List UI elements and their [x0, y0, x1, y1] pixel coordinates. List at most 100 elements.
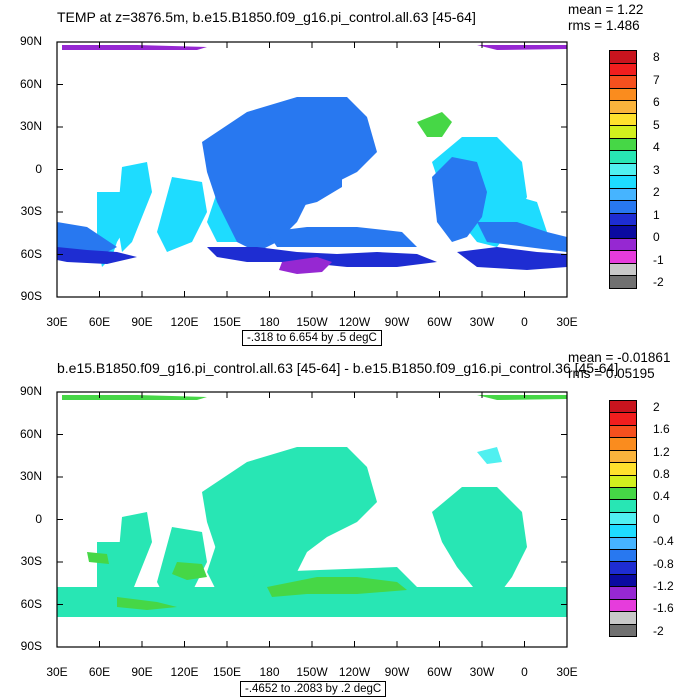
map-panel-temperature: TEMP at z=3876.5m, b.e15.B1850.f09_g16.p…: [19, 2, 664, 346]
field-region: [172, 562, 207, 580]
colorbar-tick-label: 1.2: [653, 444, 670, 459]
latitude-tick-label: 30S: [20, 204, 42, 218]
longitude-tick-label: 60E: [88, 315, 111, 329]
longitude-tick-label: 180: [259, 315, 280, 329]
colorbar-tick-label: 3: [653, 162, 660, 177]
latitude-tick-label: 0: [35, 161, 42, 176]
latitude-tick-label: 60S: [20, 596, 42, 611]
longitude-tick-label: 120W: [338, 315, 371, 329]
colorbar-tick-label: 0.8: [653, 467, 670, 482]
field-region: [432, 157, 487, 242]
longitude-tick-label: 90W: [384, 315, 410, 329]
longitude-tick-label: 30W: [469, 665, 495, 679]
field-region: [477, 447, 502, 464]
colorbar-tick-label: 6: [653, 95, 660, 110]
stats-block: mean = -0.01861 rms = 0.05195: [568, 350, 670, 382]
longitude-tick-label: 60W: [427, 665, 452, 679]
longitude-tick-label: 90E: [131, 665, 153, 679]
field-region: [279, 257, 332, 274]
field-region: [87, 552, 109, 564]
colorbar-swatch: [609, 424, 637, 439]
field-region: [57, 247, 137, 264]
field-region: [207, 542, 257, 592]
colorbar-tick-label: -0.8: [653, 556, 674, 571]
colorbar-tick-label: 1: [653, 207, 660, 222]
field-region: [267, 227, 417, 247]
stats-block: mean = 1.22 rms = 1.486: [568, 2, 643, 34]
field-region: [267, 577, 407, 597]
longitude-tick-label: 60E: [88, 665, 111, 679]
latitude-tick-label: 60N: [19, 76, 42, 91]
colorbar-tick-label: 1.6: [653, 422, 670, 437]
contour-range-label: -.318 to 6.654 by .5 degC: [242, 330, 382, 346]
colorbar-swatch: [609, 586, 637, 600]
colorbar-swatch: [609, 511, 637, 526]
latitude-tick-label: 90S: [20, 639, 42, 653]
mean-label: mean = -0.01861: [568, 350, 671, 365]
contour-range-label: -.4652 to .2083 by .2 degC: [240, 681, 387, 697]
longitude-tick-label: 150W: [296, 665, 328, 679]
colorbar-tick-label: -2: [653, 623, 664, 638]
longitude-tick-label: 150E: [212, 315, 242, 329]
longitude-tick-label: 30E: [556, 315, 578, 329]
longitude-tick-label: 30W: [469, 315, 495, 329]
longitude-tick-label: 30E: [556, 665, 578, 679]
colorbar-swatch: [609, 561, 637, 575]
colorbar-tick-label: 5: [653, 117, 660, 132]
field-region: [57, 587, 567, 617]
longitude-tick-label: 90E: [131, 315, 153, 329]
latitude-tick-label: 60N: [19, 426, 42, 441]
colorbar-swatch: [609, 449, 637, 464]
longitude-tick-label: 150W: [296, 315, 328, 329]
colorbar-tick-label: 2: [653, 400, 660, 414]
field-region: [62, 45, 207, 50]
latitude-tick-label: 30N: [19, 119, 42, 133]
colorbar-tick-label: 8: [653, 50, 660, 64]
field-region: [477, 45, 567, 50]
colorbar-tick-label: 4: [653, 140, 660, 155]
colorbar-swatch: [609, 623, 637, 637]
longitude-tick-label: 150E: [212, 665, 242, 679]
map-plot: [56, 41, 568, 298]
longitude-tick-label: 30E: [46, 665, 68, 679]
field-region: [157, 177, 207, 252]
colorbar: 2 1.6 1.2 0.8 0.4 0 -0.4 -0.8 -1.2 -1.6 -2: [609, 400, 674, 638]
mean-label: mean = 1.22: [568, 2, 644, 17]
colorbar-swatch: [609, 474, 637, 488]
latitude-tick-label: 90N: [19, 384, 42, 398]
panel-title: TEMP at z=3876.5m, b.e15.B1850.f09_g16.p…: [57, 9, 476, 25]
latitude-tick-label: 30S: [20, 554, 42, 568]
field-region: [117, 162, 152, 252]
map-svg: [56, 391, 568, 648]
field-region: [257, 132, 342, 207]
field-region: [477, 395, 567, 400]
latitude-tick-label: 90N: [19, 34, 42, 48]
longitude-tick-label: 60W: [427, 315, 452, 329]
colorbar-swatch: [609, 412, 637, 426]
colorbar-swatch: [609, 549, 637, 563]
latitude-tick-label: 90S: [20, 289, 42, 303]
colorbar-swatch: [609, 536, 637, 551]
field-region: [62, 395, 207, 400]
colorbar-swatch: [609, 437, 637, 451]
longitude-tick-label: 120E: [170, 665, 199, 679]
rms-label: rms = 0.05195: [568, 366, 655, 381]
field-region: [417, 112, 452, 137]
longitude-tick-label: 180: [259, 665, 280, 679]
colorbar-tick-label: 0: [653, 511, 660, 526]
latitude-tick-label: 60S: [20, 246, 42, 261]
colorbar-tick-label: 7: [653, 72, 660, 87]
field-region: [117, 597, 177, 610]
colorbar-swatch: [609, 400, 637, 414]
panel-title: b.e15.B1850.f09_g16.pi_control.all.63 [4…: [57, 360, 619, 376]
map-svg: [56, 41, 568, 298]
colorbar-swatch: [609, 486, 637, 501]
rms-label: rms = 1.486: [568, 18, 640, 33]
colorbar-swatch: [609, 462, 637, 476]
colorbar: 8 7 6 5 4 3 2 1 0 -1 -2: [609, 50, 664, 289]
colorbar-tick-label: 0: [653, 230, 660, 245]
colorbar-tick-label: -1.2: [653, 578, 674, 593]
colorbar-swatch: [609, 524, 637, 538]
field-region: [477, 222, 567, 252]
